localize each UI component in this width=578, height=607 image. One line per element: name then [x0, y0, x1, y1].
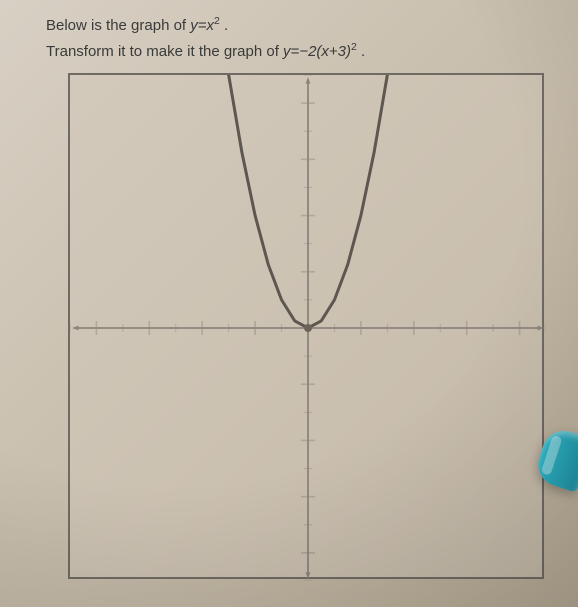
equation-1: y=x2: [190, 17, 224, 34]
graph-frame[interactable]: [68, 73, 544, 579]
problem-line-1: Below is the graph of y=x2 .: [46, 14, 578, 38]
vertex-point[interactable]: [304, 324, 312, 332]
eq-paren: (x+3): [316, 43, 351, 60]
text: Below is the graph of: [46, 17, 190, 34]
eq-equals: =: [291, 43, 300, 60]
problem-line-2: Transform it to make it the graph of y=−…: [46, 40, 578, 64]
eq-lhs: y: [190, 17, 198, 34]
graph-svg[interactable]: [70, 75, 546, 581]
eq-coef: −2: [299, 43, 316, 60]
text: Transform it to make it the graph of: [46, 43, 283, 60]
eq-sup: 2: [214, 15, 220, 27]
problem-text-block: Below is the graph of y=x2 . Transform i…: [0, 0, 578, 579]
text: .: [361, 43, 365, 60]
equation-2: y=−2(x+3)2: [283, 43, 361, 60]
eq-equals: =: [198, 17, 207, 34]
eq-sup: 2: [351, 41, 357, 53]
eq-lhs: y: [283, 43, 291, 60]
eq-base: x: [207, 17, 215, 34]
text: .: [224, 17, 228, 34]
